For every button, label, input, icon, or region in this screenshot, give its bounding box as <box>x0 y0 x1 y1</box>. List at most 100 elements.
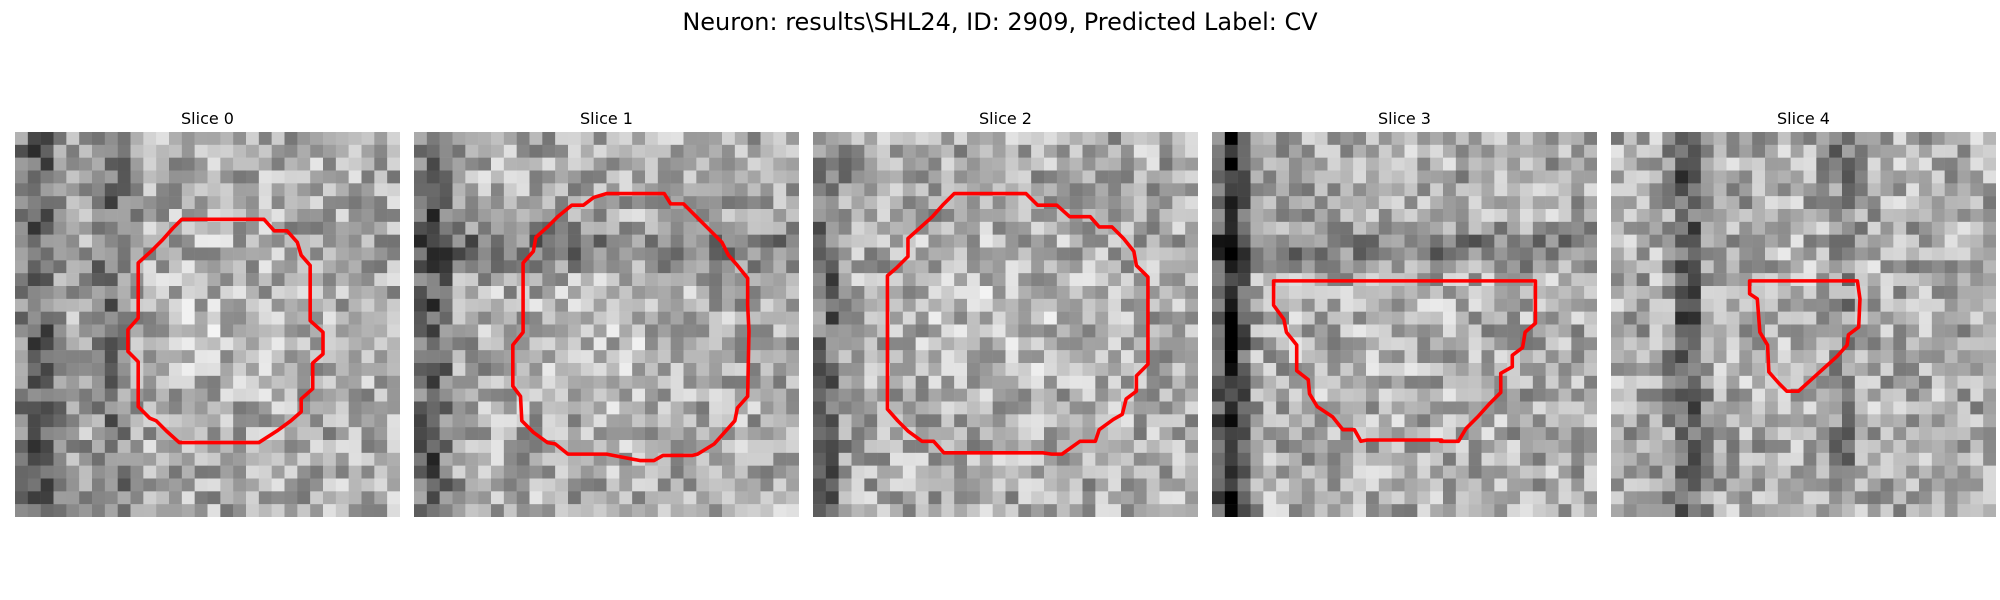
pixel <box>1225 325 1238 338</box>
pixel <box>1031 479 1044 492</box>
pixel <box>414 145 427 158</box>
pixel <box>773 337 786 350</box>
pixel <box>374 427 387 440</box>
pixel <box>310 235 323 248</box>
pixel <box>1906 389 1919 402</box>
pixel <box>1095 350 1108 363</box>
pixel <box>1289 299 1302 312</box>
pixel <box>684 389 697 402</box>
pixel <box>1906 453 1919 466</box>
pixel <box>1018 325 1031 338</box>
pixel <box>118 414 131 427</box>
pixel <box>773 235 786 248</box>
pixel <box>66 158 79 171</box>
pixel <box>169 325 182 338</box>
pixel <box>1070 158 1083 171</box>
pixel <box>1430 158 1443 171</box>
pixel <box>1932 235 1945 248</box>
pixel <box>877 171 890 184</box>
pixel <box>594 171 607 184</box>
pixel <box>1482 286 1495 299</box>
pixel <box>1044 158 1057 171</box>
pixel <box>1778 235 1791 248</box>
pixel <box>684 337 697 350</box>
pixel <box>1675 299 1688 312</box>
pixel <box>1727 209 1740 222</box>
pixel <box>1714 389 1727 402</box>
pixel <box>1637 453 1650 466</box>
pixel <box>1893 337 1906 350</box>
pixel <box>182 350 195 363</box>
pixel <box>1392 132 1405 145</box>
pixel <box>182 222 195 235</box>
pixel <box>1070 183 1083 196</box>
pixel <box>1893 479 1906 492</box>
pixel <box>1289 414 1302 427</box>
pixel <box>1688 183 1701 196</box>
pixel <box>15 427 28 440</box>
pixel <box>671 389 684 402</box>
pixel <box>530 132 543 145</box>
pixel <box>1945 504 1958 517</box>
pixel <box>1584 235 1597 248</box>
pixel <box>1662 183 1675 196</box>
pixel <box>374 363 387 376</box>
pixel <box>980 145 993 158</box>
pixel <box>1855 132 1868 145</box>
pixel <box>1791 504 1804 517</box>
pixel <box>1701 402 1714 415</box>
pixel <box>773 196 786 209</box>
pixel <box>182 414 195 427</box>
pixel <box>169 312 182 325</box>
pixel <box>1225 414 1238 427</box>
pixel <box>1906 273 1919 286</box>
pixel <box>246 389 259 402</box>
pixel <box>1650 491 1663 504</box>
pixel <box>465 504 478 517</box>
pixel <box>1919 235 1932 248</box>
pixel <box>916 479 929 492</box>
pixel <box>890 235 903 248</box>
pixel <box>1315 299 1328 312</box>
pixel <box>54 325 67 338</box>
pixel <box>1031 299 1044 312</box>
pixel <box>105 158 118 171</box>
pixel <box>709 132 722 145</box>
pixel <box>1893 376 1906 389</box>
pixel <box>182 427 195 440</box>
pixel <box>1778 504 1791 517</box>
pixel <box>852 145 865 158</box>
pixel <box>517 491 530 504</box>
pixel <box>1238 260 1251 273</box>
pixel <box>92 286 105 299</box>
pixel <box>169 196 182 209</box>
pixel <box>645 350 658 363</box>
pixel <box>349 350 362 363</box>
pixel <box>336 273 349 286</box>
pixel <box>709 479 722 492</box>
pixel <box>1816 132 1829 145</box>
pixel <box>1816 222 1829 235</box>
pixel <box>1855 491 1868 504</box>
pixel <box>1650 504 1663 517</box>
pixel <box>786 376 799 389</box>
pixel <box>1353 209 1366 222</box>
pixel <box>1238 171 1251 184</box>
pixel <box>594 222 607 235</box>
pixel <box>542 158 555 171</box>
pixel <box>607 466 620 479</box>
pixel <box>143 222 156 235</box>
pixel <box>941 466 954 479</box>
pixel <box>1507 479 1520 492</box>
pixel <box>79 235 92 248</box>
pixel <box>1919 440 1932 453</box>
pixel <box>696 389 709 402</box>
pixel <box>1251 479 1264 492</box>
pixel <box>1353 183 1366 196</box>
pixel <box>786 299 799 312</box>
pixel <box>453 209 466 222</box>
pixel <box>1520 466 1533 479</box>
pixel <box>1083 312 1096 325</box>
pixel <box>41 414 54 427</box>
pixel <box>310 466 323 479</box>
